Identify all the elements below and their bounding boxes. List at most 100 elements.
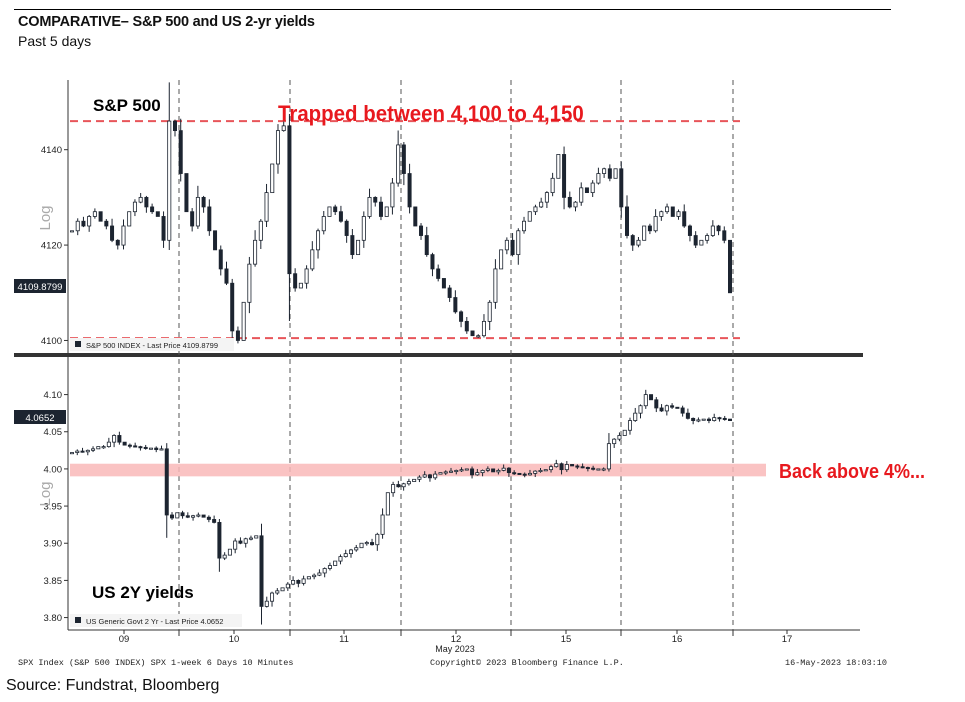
yield-candle-body-64 xyxy=(406,481,411,485)
yield-candle-body-119 xyxy=(696,419,701,422)
spx-candle-36 xyxy=(275,124,280,174)
spx-candle-body-21 xyxy=(190,211,195,227)
spx-candle-body-109 xyxy=(693,235,698,246)
spx-candle-body-12 xyxy=(138,196,143,203)
yield-candle-body-123 xyxy=(717,417,722,420)
yield-candle-74 xyxy=(459,467,464,473)
yield-candle-68 xyxy=(427,473,432,482)
yield-candle-body-125 xyxy=(728,418,733,421)
yield-candle-118 xyxy=(691,417,696,425)
yield-candle-109 xyxy=(643,389,648,409)
yield-candle-119 xyxy=(696,417,701,423)
yield-candle-19 xyxy=(170,512,175,520)
yield-candle-body-89 xyxy=(538,469,543,472)
spx-candle-body-41 xyxy=(304,268,309,284)
yield-legend-bg xyxy=(70,614,242,627)
yield-candle-1 xyxy=(75,449,80,456)
yield-candle-body-76 xyxy=(470,468,475,476)
spx-price-tag-bg xyxy=(14,279,66,293)
spx-candle-27 xyxy=(224,261,229,286)
yield-candle-body-48 xyxy=(322,568,327,574)
yield-price-tag-bg xyxy=(14,410,66,424)
spx-price-tag-text: 4109.8799 xyxy=(18,282,63,293)
spx-candle-body-93 xyxy=(602,168,607,174)
yield-candle-43 xyxy=(296,579,301,588)
spx-candle-body-102 xyxy=(653,216,658,232)
footer-center: Copyright© 2023 Bloomberg Finance L.P. xyxy=(430,658,624,668)
yield-candle-97 xyxy=(580,463,585,469)
yield-candle-body-51 xyxy=(338,556,343,562)
spx-candle-82 xyxy=(539,197,544,209)
spx-candle-61 xyxy=(419,223,424,240)
spx-candle-body-10 xyxy=(127,211,132,227)
yield-candle-body-12 xyxy=(133,445,138,448)
yield-candle-body-84 xyxy=(512,472,517,475)
spx-candle-87 xyxy=(567,191,572,209)
spx-candle-92 xyxy=(596,167,601,185)
header-rule xyxy=(14,9,891,10)
spx-candle-22 xyxy=(195,185,200,229)
yield-candle-body-3 xyxy=(85,449,90,453)
yield-candle-101 xyxy=(601,467,606,472)
spx-candle-100 xyxy=(642,225,647,241)
yield-candle-10 xyxy=(122,441,127,446)
yield-candle-body-107 xyxy=(633,412,638,421)
yield-candle-7 xyxy=(106,437,111,448)
spx-candle-58 xyxy=(401,142,406,186)
spx-candle-body-25 xyxy=(213,230,218,251)
spx-candle-35 xyxy=(270,163,275,194)
spx-candle-body-101 xyxy=(647,225,652,232)
spx-candle-105 xyxy=(670,206,675,217)
yield-candle-4 xyxy=(91,446,96,453)
spx-candle-66 xyxy=(447,285,452,302)
spx-candle-body-72 xyxy=(481,320,486,337)
spx-candle-body-78 xyxy=(516,230,521,256)
yield-candle-23 xyxy=(191,514,196,521)
spx-candle-64 xyxy=(436,264,441,282)
yield-candle-body-116 xyxy=(680,407,685,414)
spx-candle-body-65 xyxy=(441,278,446,289)
yield-candle-40 xyxy=(280,587,285,592)
spx-candle-76 xyxy=(504,237,509,255)
spx-candle-body-56 xyxy=(390,182,395,208)
spx-candle-body-83 xyxy=(544,192,549,203)
spx-candle-56 xyxy=(390,178,395,215)
yield-annotation: Back above 4%... xyxy=(779,461,925,483)
spx-candle-25 xyxy=(213,230,218,251)
spx-candle-84 xyxy=(550,172,555,197)
yield-candle-22 xyxy=(185,512,190,519)
yield-candle-body-71 xyxy=(443,471,448,474)
yield-candle-body-34 xyxy=(248,537,253,540)
yield-candle-body-113 xyxy=(664,405,669,412)
spx-candle-86 xyxy=(562,146,567,210)
yield-candle-body-58 xyxy=(375,533,380,546)
spx-candle-body-68 xyxy=(459,311,464,322)
spx-candle-7 xyxy=(110,218,115,243)
yield-candle-body-55 xyxy=(359,542,364,549)
yield-candle-33 xyxy=(243,537,248,548)
spx-candle-body-6 xyxy=(104,220,109,227)
yield-candle-103 xyxy=(612,438,617,448)
spx-candle-body-23 xyxy=(201,196,206,208)
yield-ytick-label-1: 3.85 xyxy=(44,576,63,587)
spx-candle-body-44 xyxy=(321,216,326,232)
spx-candle-97 xyxy=(625,195,630,239)
yield-candle-56 xyxy=(364,540,369,546)
spx-candle-body-67 xyxy=(453,297,458,313)
spx-candle-body-98 xyxy=(630,235,635,246)
spx-candle-9 xyxy=(121,219,126,250)
yield-candle-83 xyxy=(506,467,511,477)
yield-candle-105 xyxy=(622,429,627,436)
yield-candle-64 xyxy=(406,478,411,486)
spx-candle-body-47 xyxy=(338,211,343,222)
spx-candle-body-36 xyxy=(275,130,280,165)
spx-candle-body-60 xyxy=(413,206,418,227)
yield-candle-104 xyxy=(617,432,622,442)
spx-candle-69 xyxy=(464,317,469,334)
yield-candle-48 xyxy=(322,567,327,578)
yield-candle-61 xyxy=(391,481,396,497)
yield-candle-body-54 xyxy=(354,547,359,551)
spx-candle-body-75 xyxy=(499,249,504,270)
yield-candle-body-23 xyxy=(191,515,196,518)
yield-candle-11 xyxy=(127,443,132,449)
